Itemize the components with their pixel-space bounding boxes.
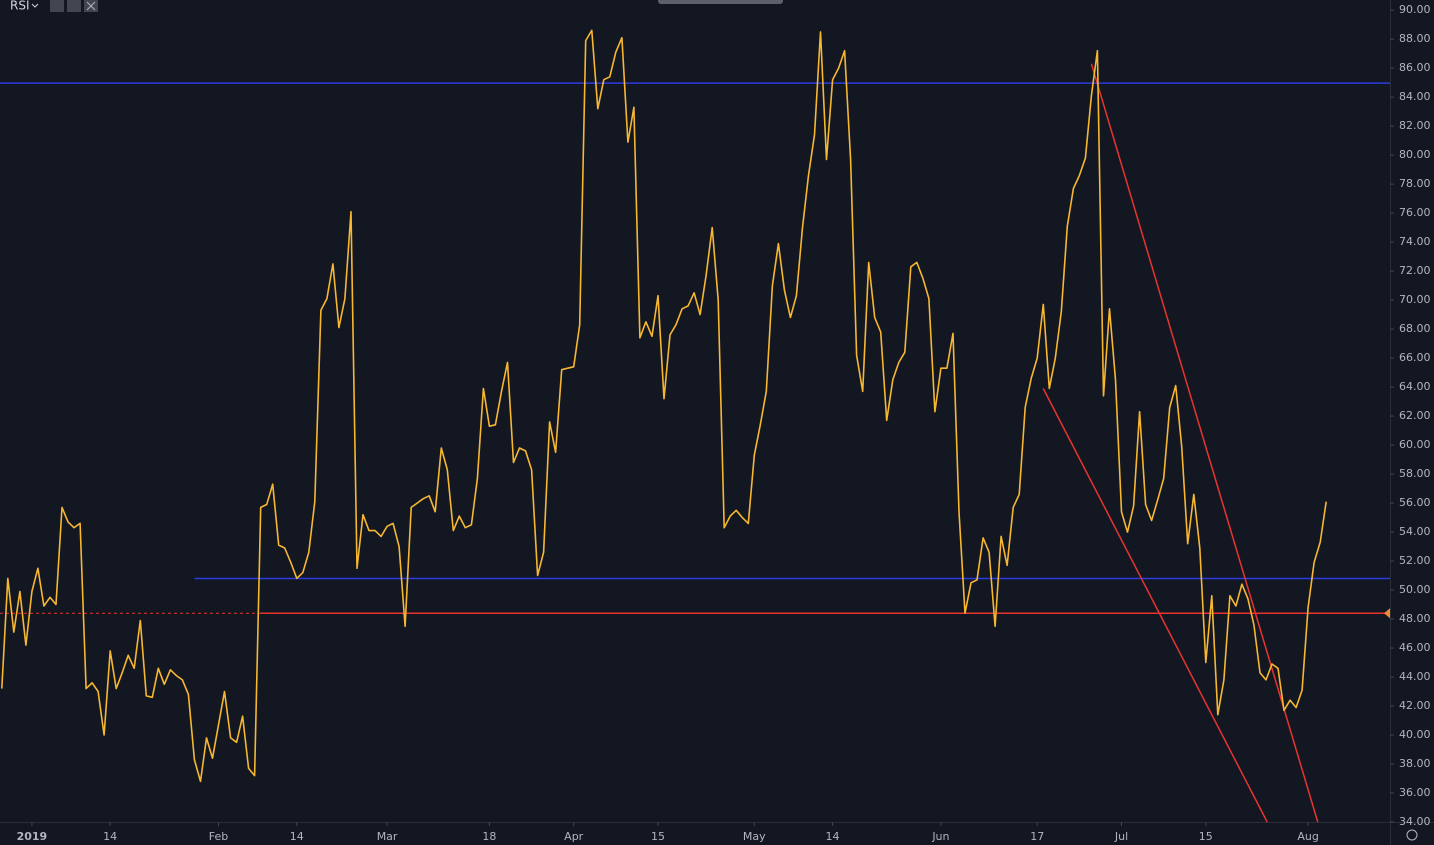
dropdown-icon[interactable] <box>31 3 39 8</box>
y-tick-label: 36.00 <box>1399 786 1431 799</box>
x-tick-label: Jun <box>931 830 949 843</box>
x-tick-label: Apr <box>564 830 584 843</box>
y-tick-label: 78.00 <box>1399 177 1431 190</box>
y-tick-label: 86.00 <box>1399 61 1431 74</box>
indicator-name: RSI <box>10 0 30 13</box>
y-tick-label: 40.00 <box>1399 728 1431 741</box>
y-tick-label: 64.00 <box>1399 380 1431 393</box>
x-tick-label: 14 <box>290 830 304 843</box>
y-tick-label: 42.00 <box>1399 699 1431 712</box>
trend-line <box>1090 63 1319 823</box>
x-tick-label: May <box>743 830 766 843</box>
y-tick-label: 34.00 <box>1399 815 1431 828</box>
x-tick-label: 14 <box>103 830 117 843</box>
y-tick-label: 90.00 <box>1399 3 1431 16</box>
y-tick-label: 66.00 <box>1399 351 1431 364</box>
x-tick-label: 14 <box>826 830 840 843</box>
plot-area <box>0 29 1390 823</box>
y-tick-label: 72.00 <box>1399 264 1431 277</box>
y-tick-label: 48.00 <box>1399 612 1431 625</box>
settings-gear[interactable] <box>1406 829 1418 841</box>
visibility-button[interactable] <box>50 0 64 12</box>
x-tick-label: 15 <box>1199 830 1213 843</box>
top-tab[interactable] <box>658 0 783 4</box>
settings-button[interactable] <box>67 0 81 12</box>
x-tick-label: 17 <box>1030 830 1044 843</box>
y-tick-label: 84.00 <box>1399 90 1431 103</box>
level-marker <box>1384 608 1390 619</box>
y-tick-label: 44.00 <box>1399 670 1431 683</box>
y-tick-label: 82.00 <box>1399 119 1431 132</box>
rsi-line <box>1 29 1327 783</box>
y-tick-label: 88.00 <box>1399 32 1431 45</box>
y-tick-label: 70.00 <box>1399 293 1431 306</box>
y-tick-label: 58.00 <box>1399 467 1431 480</box>
y-tick-label: 38.00 <box>1399 757 1431 770</box>
y-tick-label: 50.00 <box>1399 583 1431 596</box>
x-tick-label: Jul <box>1114 830 1128 843</box>
y-tick-label: 76.00 <box>1399 206 1431 219</box>
y-tick-label: 60.00 <box>1399 438 1431 451</box>
x-tick-label: 15 <box>651 830 665 843</box>
x-tick-label: Aug <box>1297 830 1318 843</box>
x-tick-label: Feb <box>209 830 228 843</box>
y-tick-label: 80.00 <box>1399 148 1431 161</box>
y-tick-label: 62.00 <box>1399 409 1431 422</box>
y-tick-label: 74.00 <box>1399 235 1431 248</box>
y-tick-label: 46.00 <box>1399 641 1431 654</box>
remove-icon <box>86 1 96 11</box>
x-tick-label: Mar <box>377 830 398 843</box>
y-tick-label: 54.00 <box>1399 525 1431 538</box>
y-tick-label: 68.00 <box>1399 322 1431 335</box>
trend-line <box>1042 388 1268 823</box>
x-tick-label: 2019 <box>17 830 48 843</box>
x-tick-label: 18 <box>482 830 496 843</box>
y-tick-label: 52.00 <box>1399 554 1431 567</box>
y-tick-label: 56.00 <box>1399 496 1431 509</box>
